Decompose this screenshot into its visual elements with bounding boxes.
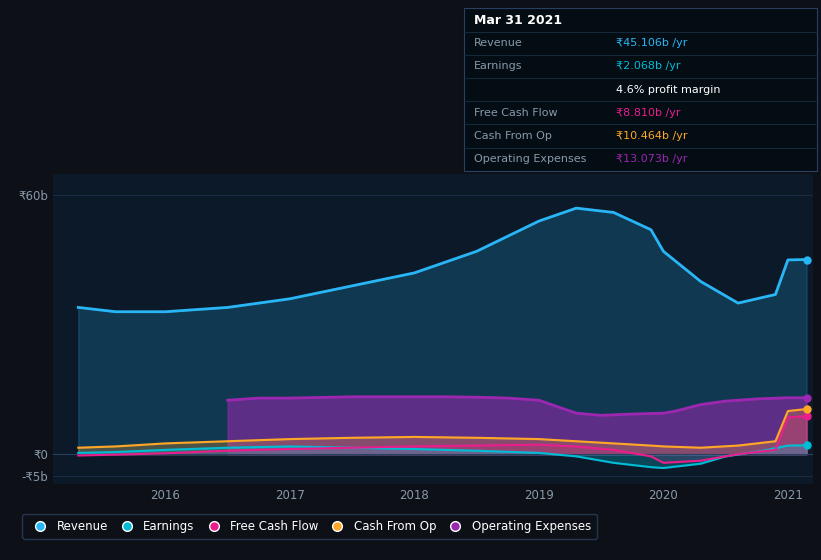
Text: ₹13.073b /yr: ₹13.073b /yr — [616, 154, 687, 164]
Text: 4.6% profit margin: 4.6% profit margin — [616, 85, 720, 95]
Text: ₹10.464b /yr: ₹10.464b /yr — [616, 131, 687, 141]
Text: Earnings: Earnings — [474, 62, 522, 71]
Legend: Revenue, Earnings, Free Cash Flow, Cash From Op, Operating Expenses: Revenue, Earnings, Free Cash Flow, Cash … — [22, 514, 597, 539]
Text: Mar 31 2021: Mar 31 2021 — [474, 13, 562, 26]
Text: Operating Expenses: Operating Expenses — [474, 154, 586, 164]
Text: Free Cash Flow: Free Cash Flow — [474, 108, 557, 118]
Text: ₹2.068b /yr: ₹2.068b /yr — [616, 62, 681, 71]
Text: ₹45.106b /yr: ₹45.106b /yr — [616, 38, 687, 48]
Text: Cash From Op: Cash From Op — [474, 131, 552, 141]
Text: Revenue: Revenue — [474, 38, 522, 48]
Text: ₹8.810b /yr: ₹8.810b /yr — [616, 108, 681, 118]
